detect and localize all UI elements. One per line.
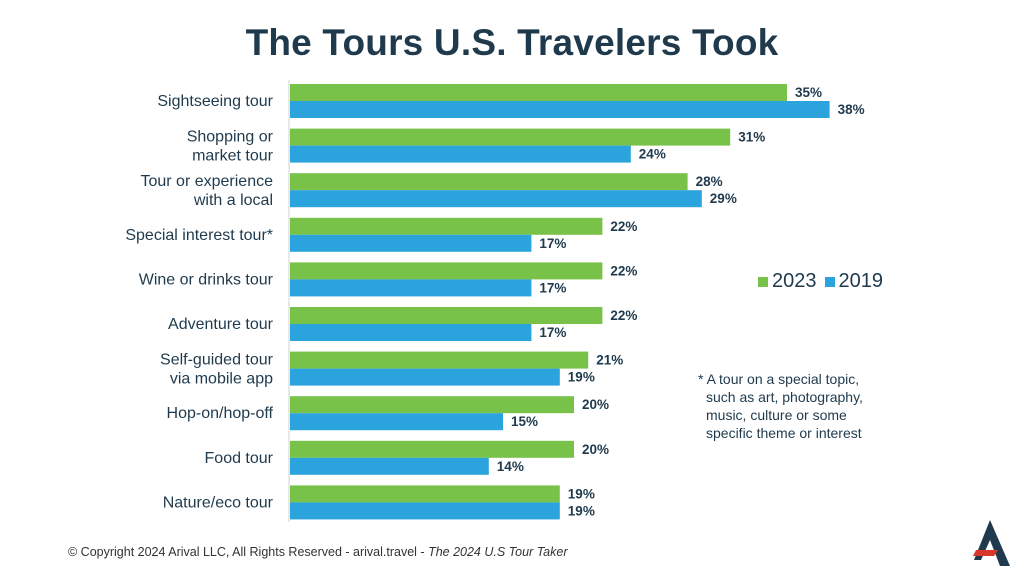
category-label: Adventure tour <box>168 316 274 333</box>
data-label-2019: 17% <box>539 280 566 295</box>
bar-2023 <box>290 307 603 324</box>
bar-2023 <box>290 217 603 235</box>
category-label: Shopping or market tour <box>187 129 274 165</box>
footer: © Copyright 2024 Arival LLC, All Rights … <box>68 545 568 559</box>
bar-2019 <box>290 502 560 520</box>
data-label-2019: 38% <box>838 102 865 117</box>
legend-swatch-2019 <box>824 276 835 287</box>
bar-2019 <box>290 101 830 118</box>
bar-2019 <box>290 413 503 431</box>
footnote-line: specific theme or interest <box>706 425 862 441</box>
bar-2019 <box>290 145 631 163</box>
publication-title: The 2024 U.S Tour Taker <box>428 545 568 559</box>
data-label-2019: 17% <box>539 236 566 251</box>
bar-2023 <box>290 485 560 503</box>
legend-label-2019: 2019 <box>838 270 884 292</box>
bar-2023 <box>290 396 574 414</box>
data-label-2023: 20% <box>582 397 609 412</box>
bar-2023 <box>290 84 787 101</box>
bar-2023 <box>290 351 589 369</box>
legend-label-2023: 2023 <box>772 270 817 292</box>
data-label-2019: 15% <box>511 414 538 429</box>
bar-2019 <box>290 457 489 475</box>
data-label-2023: 35% <box>795 85 822 100</box>
category-label: Tour or experience with a local <box>140 173 273 209</box>
data-label-2019: 24% <box>639 147 666 162</box>
chart-title: The Tours U.S. Travelers Took <box>245 22 779 63</box>
bar-2019 <box>290 368 560 386</box>
arival-logo <box>973 520 1010 566</box>
category-label: Food tour <box>205 450 274 467</box>
bar-2019 <box>290 279 532 297</box>
data-label-2023: 22% <box>610 308 637 323</box>
bar-2023 <box>290 128 731 146</box>
legend-item-2019: 2019 <box>824 270 884 293</box>
footnote-line: music, culture or some <box>706 407 847 423</box>
category-label: Wine or drinks tour <box>139 271 274 288</box>
data-label-2023: 22% <box>610 219 637 234</box>
data-label-2023: 19% <box>568 486 595 501</box>
bar-2023 <box>290 173 688 191</box>
bar-2023 <box>290 262 603 280</box>
data-label-2023: 31% <box>738 130 765 145</box>
data-label-2023: 21% <box>596 353 623 368</box>
data-label-2019: 29% <box>710 191 737 206</box>
category-label: Self-guided tour via mobile app <box>160 352 274 388</box>
data-label-2019: 19% <box>568 503 595 518</box>
footnote-line: such as art, photography, <box>706 389 863 405</box>
data-label-2019: 19% <box>568 370 595 385</box>
copyright-text: © Copyright 2024 Arival LLC, All Rights … <box>68 545 429 559</box>
category-label: Hop-on/hop-off <box>167 405 274 422</box>
bar-2019 <box>290 324 532 341</box>
data-label-2023: 28% <box>696 174 723 189</box>
footnote-line: * A tour on a special topic, <box>698 371 860 387</box>
bar-2023 <box>290 440 574 458</box>
data-label-2019: 17% <box>539 325 566 340</box>
data-label-2019: 14% <box>497 459 524 474</box>
legend: 2023 2019 <box>758 270 883 293</box>
footnote: * A tour on a special topic, such as art… <box>698 370 908 442</box>
legend-item-2023: 2023 <box>758 270 817 293</box>
category-label: Sightseeing tour <box>157 93 273 110</box>
data-label-2023: 22% <box>610 263 637 278</box>
legend-swatch-2023 <box>758 276 768 287</box>
data-label-2023: 20% <box>582 442 609 457</box>
category-label: Nature/eco tour <box>163 494 274 511</box>
bar-2019 <box>290 190 702 208</box>
bar-2019 <box>290 234 532 252</box>
category-label: Special interest tour* <box>125 227 273 244</box>
